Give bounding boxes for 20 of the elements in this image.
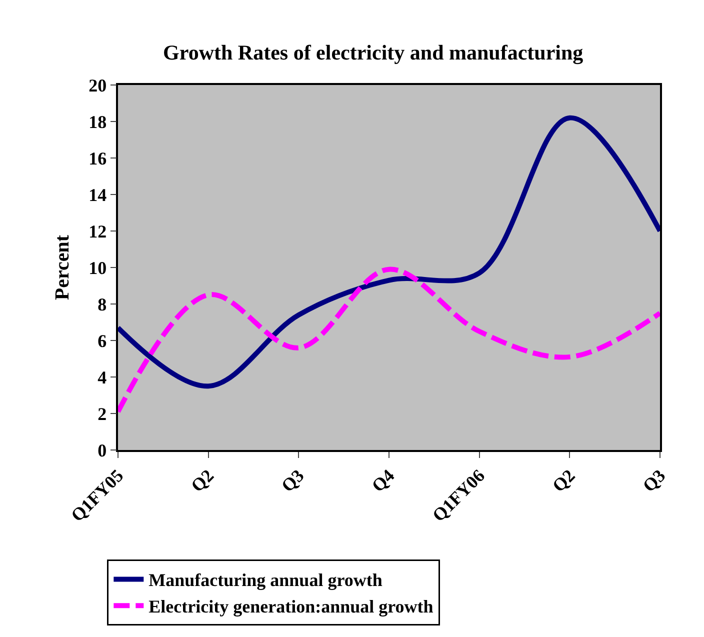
x-tick-label: Q3 — [277, 465, 308, 496]
y-tick-label: 2 — [98, 404, 107, 424]
y-axis-title: Percent — [52, 234, 74, 300]
x-tick-label: Q2 — [187, 465, 218, 496]
x-tick-label: Q2 — [548, 465, 579, 496]
y-tick-label: 18 — [88, 112, 107, 132]
y-tick-label: 0 — [98, 440, 107, 460]
y-tick-label: 14 — [88, 184, 107, 205]
y-tick-label: 4 — [98, 367, 107, 388]
legend-label: Manufacturing annual growth — [148, 570, 382, 590]
y-tick-label: 8 — [98, 294, 107, 314]
x-tick-label: Q4 — [368, 465, 398, 496]
chart-title: Growth Rates of electricity and manufacturing — [163, 40, 584, 64]
y-tick-label: 6 — [98, 330, 107, 351]
y-tick-label: 10 — [88, 258, 107, 278]
x-tick-label: Q3 — [638, 465, 670, 496]
y-tick-label: 20 — [88, 75, 107, 96]
y-tick-label: 16 — [88, 148, 107, 168]
y-tick-label: 12 — [88, 221, 107, 242]
legend-label: Electricity generation:annual growth — [148, 596, 434, 617]
